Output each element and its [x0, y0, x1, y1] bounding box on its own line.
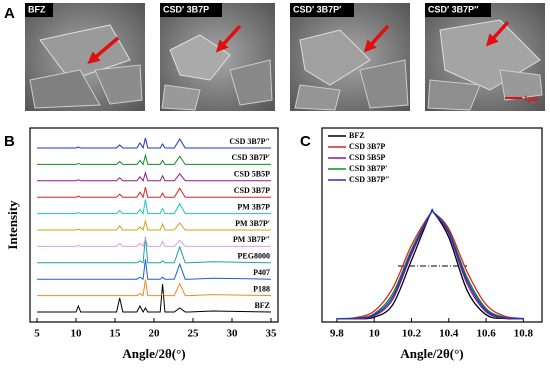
series-label: CSD 3B7P′: [232, 153, 270, 162]
legend-label: CSD 3B7P′: [349, 164, 387, 173]
series-line: [37, 199, 271, 215]
plot-frame: [321, 127, 543, 323]
x-tick-label: 10.2: [402, 328, 422, 340]
x-tick-label: 5: [34, 328, 40, 340]
image-label: BFZ: [28, 4, 46, 14]
series-label: CSD 5B5P: [234, 170, 270, 179]
series-line: [336, 209, 524, 320]
legend-label: BFZ: [349, 131, 365, 140]
series-label: PM 3B7P: [237, 202, 270, 211]
x-tick-label: 10: [71, 328, 83, 340]
series-line: [336, 209, 524, 320]
y-axis-title: Intensity: [5, 200, 20, 250]
x-axis-title: Angle/2θ(°): [400, 346, 463, 361]
x-tick-label: 30: [226, 328, 238, 340]
legend-label: CSD 5B5P: [349, 153, 385, 162]
x-tick-label: 35: [265, 328, 277, 340]
series-line: [336, 209, 524, 320]
series-line: [336, 208, 524, 320]
scale-bar-label: 1μm: [524, 94, 540, 103]
series-line: [37, 283, 271, 314]
series-label: P407: [253, 268, 270, 277]
series-line: [37, 137, 271, 150]
image-label: CSD′ 3B7P″: [428, 4, 479, 14]
x-tick-label: 10: [369, 328, 381, 340]
sem-image: BFZ: [25, 3, 145, 111]
legend-label: CSD 3B7P: [349, 142, 385, 151]
series-label: CSD 3B7P: [234, 186, 270, 195]
x-tick-label: 20: [149, 328, 161, 340]
series-label: PEG8000: [238, 252, 270, 261]
series-line: [37, 219, 271, 231]
series-label: P188: [253, 284, 270, 293]
panel-label: B: [4, 133, 15, 150]
series-line: [37, 153, 271, 166]
series-label: BFZ: [254, 301, 270, 310]
series-line: [37, 259, 271, 281]
series-line: [37, 236, 271, 248]
series-line: [37, 187, 271, 199]
x-tick-label: 10.6: [476, 328, 496, 340]
series-label: PM 3B7P″: [233, 235, 270, 244]
image-label: CSD′ 3B7P′: [293, 4, 341, 14]
panel-label: C: [300, 133, 311, 150]
series-line: [336, 209, 524, 320]
sem-image: CSD′ 3B7P: [160, 3, 275, 111]
sem-image: 1μm CSD′ 3B7P″: [425, 3, 545, 111]
legend-label: CSD 3B7P″: [349, 175, 390, 184]
x-tick-label: 10.8: [514, 328, 534, 340]
x-tick-label: 15: [110, 328, 122, 340]
series-line: [37, 171, 271, 182]
sem-image: CSD′ 3B7P′: [290, 3, 410, 111]
image-label: CSD′ 3B7P: [163, 4, 209, 14]
series-label: PM 3B7P′: [235, 219, 270, 228]
x-axis-title: Angle/2θ(°): [122, 346, 185, 361]
series-line: [37, 279, 271, 297]
x-tick-label: 9.8: [330, 328, 344, 340]
panel-label: A: [4, 5, 15, 22]
x-tick-label: 25: [187, 328, 199, 340]
series-label: CSD 3B7P″: [229, 137, 270, 146]
x-tick-label: 10.4: [439, 328, 459, 340]
